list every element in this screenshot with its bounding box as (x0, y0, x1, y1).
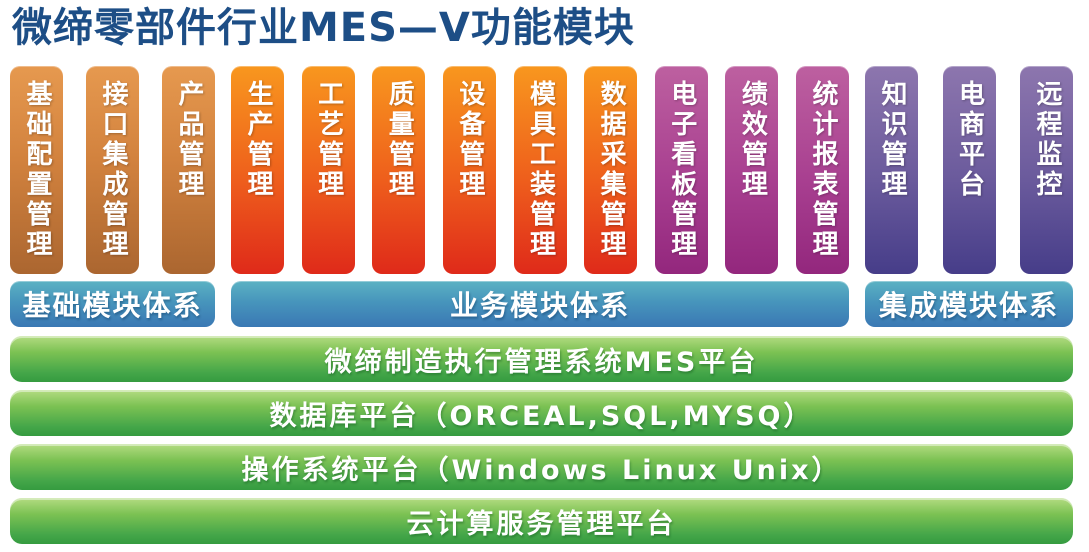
layer-database-platform: 数据库平台（ORCEAL,SQL,MYSQ） (10, 390, 1073, 436)
pillar-quality-mgmt: 质量管理 (372, 66, 426, 274)
pillar-label: 工艺管理 (313, 80, 344, 200)
layer-os-platform: 操作系统平台（Windows Linux Unix） (10, 444, 1073, 490)
pillar-row-business: 生产管理 工艺管理 质量管理 设备管理 模具工装管理 数据采集管理 (231, 66, 849, 274)
band-base-module-system: 基础模块体系 (10, 281, 215, 327)
section-business-modules: 生产管理 工艺管理 质量管理 设备管理 模具工装管理 数据采集管理 (231, 66, 849, 327)
pillar-ecommerce-platform: 电商平台 (942, 66, 996, 274)
pillar-production-mgmt: 生产管理 (231, 66, 284, 274)
pillar-e-kanban-mgmt: 电子看板管理 (654, 66, 708, 274)
layer-mes-platform: 微缔制造执行管理系统MES平台 (10, 336, 1073, 382)
pillar-mold-tooling-mgmt: 模具工装管理 (513, 66, 567, 274)
pillar-label: 产品管理 (174, 80, 204, 200)
pillar-equipment-mgmt: 设备管理 (442, 66, 496, 274)
pillar-statistics-report-mgmt: 统计报表管理 (796, 66, 849, 274)
pillar-label: 知识管理 (877, 80, 907, 200)
pillar-label: 接口集成管理 (98, 80, 128, 260)
section-integration-modules: 知识管理 电商平台 远程监控 集成模块体系 (865, 66, 1073, 327)
pillar-remote-monitoring: 远程监控 (1020, 66, 1073, 274)
pillar-knowledge-mgmt: 知识管理 (865, 66, 918, 274)
band-business-module-system: 业务模块体系 (231, 281, 849, 327)
pillar-product-mgmt: 产品管理 (162, 66, 215, 274)
pillar-process-mgmt: 工艺管理 (301, 66, 355, 274)
pillar-performance-mgmt: 绩效管理 (725, 66, 779, 274)
pillar-label: 绩效管理 (737, 80, 768, 200)
pillar-label: 设备管理 (454, 80, 485, 200)
pillar-label: 基础配置管理 (22, 80, 52, 260)
pillar-label: 电商平台 (954, 80, 985, 200)
pillar-label: 统计报表管理 (808, 80, 838, 260)
pillar-label: 数据采集管理 (596, 80, 627, 260)
page-title: 微缔零部件行业MES—V功能模块 (12, 5, 635, 51)
pillar-label: 生产管理 (243, 80, 273, 200)
band-integration-module-system: 集成模块体系 (865, 281, 1073, 327)
pillar-basic-config-mgmt: 基础配置管理 (10, 66, 63, 274)
pillar-label: 电子看板管理 (666, 80, 697, 260)
pillar-label: 远程监控 (1032, 80, 1062, 200)
pillar-row-base: 基础配置管理 接口集成管理 产品管理 (10, 66, 215, 274)
pillar-row-integration: 知识管理 电商平台 远程监控 (865, 66, 1073, 274)
module-sections: 基础配置管理 接口集成管理 产品管理 基础模块体系 生产管理 工艺管理 (10, 66, 1073, 327)
pillar-data-collection-mgmt: 数据采集管理 (584, 66, 638, 274)
pillar-interface-integration-mgmt: 接口集成管理 (86, 66, 139, 274)
pillar-label: 模具工装管理 (525, 80, 556, 260)
layer-cloud-service-platform: 云计算服务管理平台 (10, 498, 1073, 544)
section-base-modules: 基础配置管理 接口集成管理 产品管理 基础模块体系 (10, 66, 215, 327)
platform-layers: 微缔制造执行管理系统MES平台 数据库平台（ORCEAL,SQL,MYSQ） 操… (10, 336, 1073, 544)
pillar-label: 质量管理 (384, 80, 415, 200)
